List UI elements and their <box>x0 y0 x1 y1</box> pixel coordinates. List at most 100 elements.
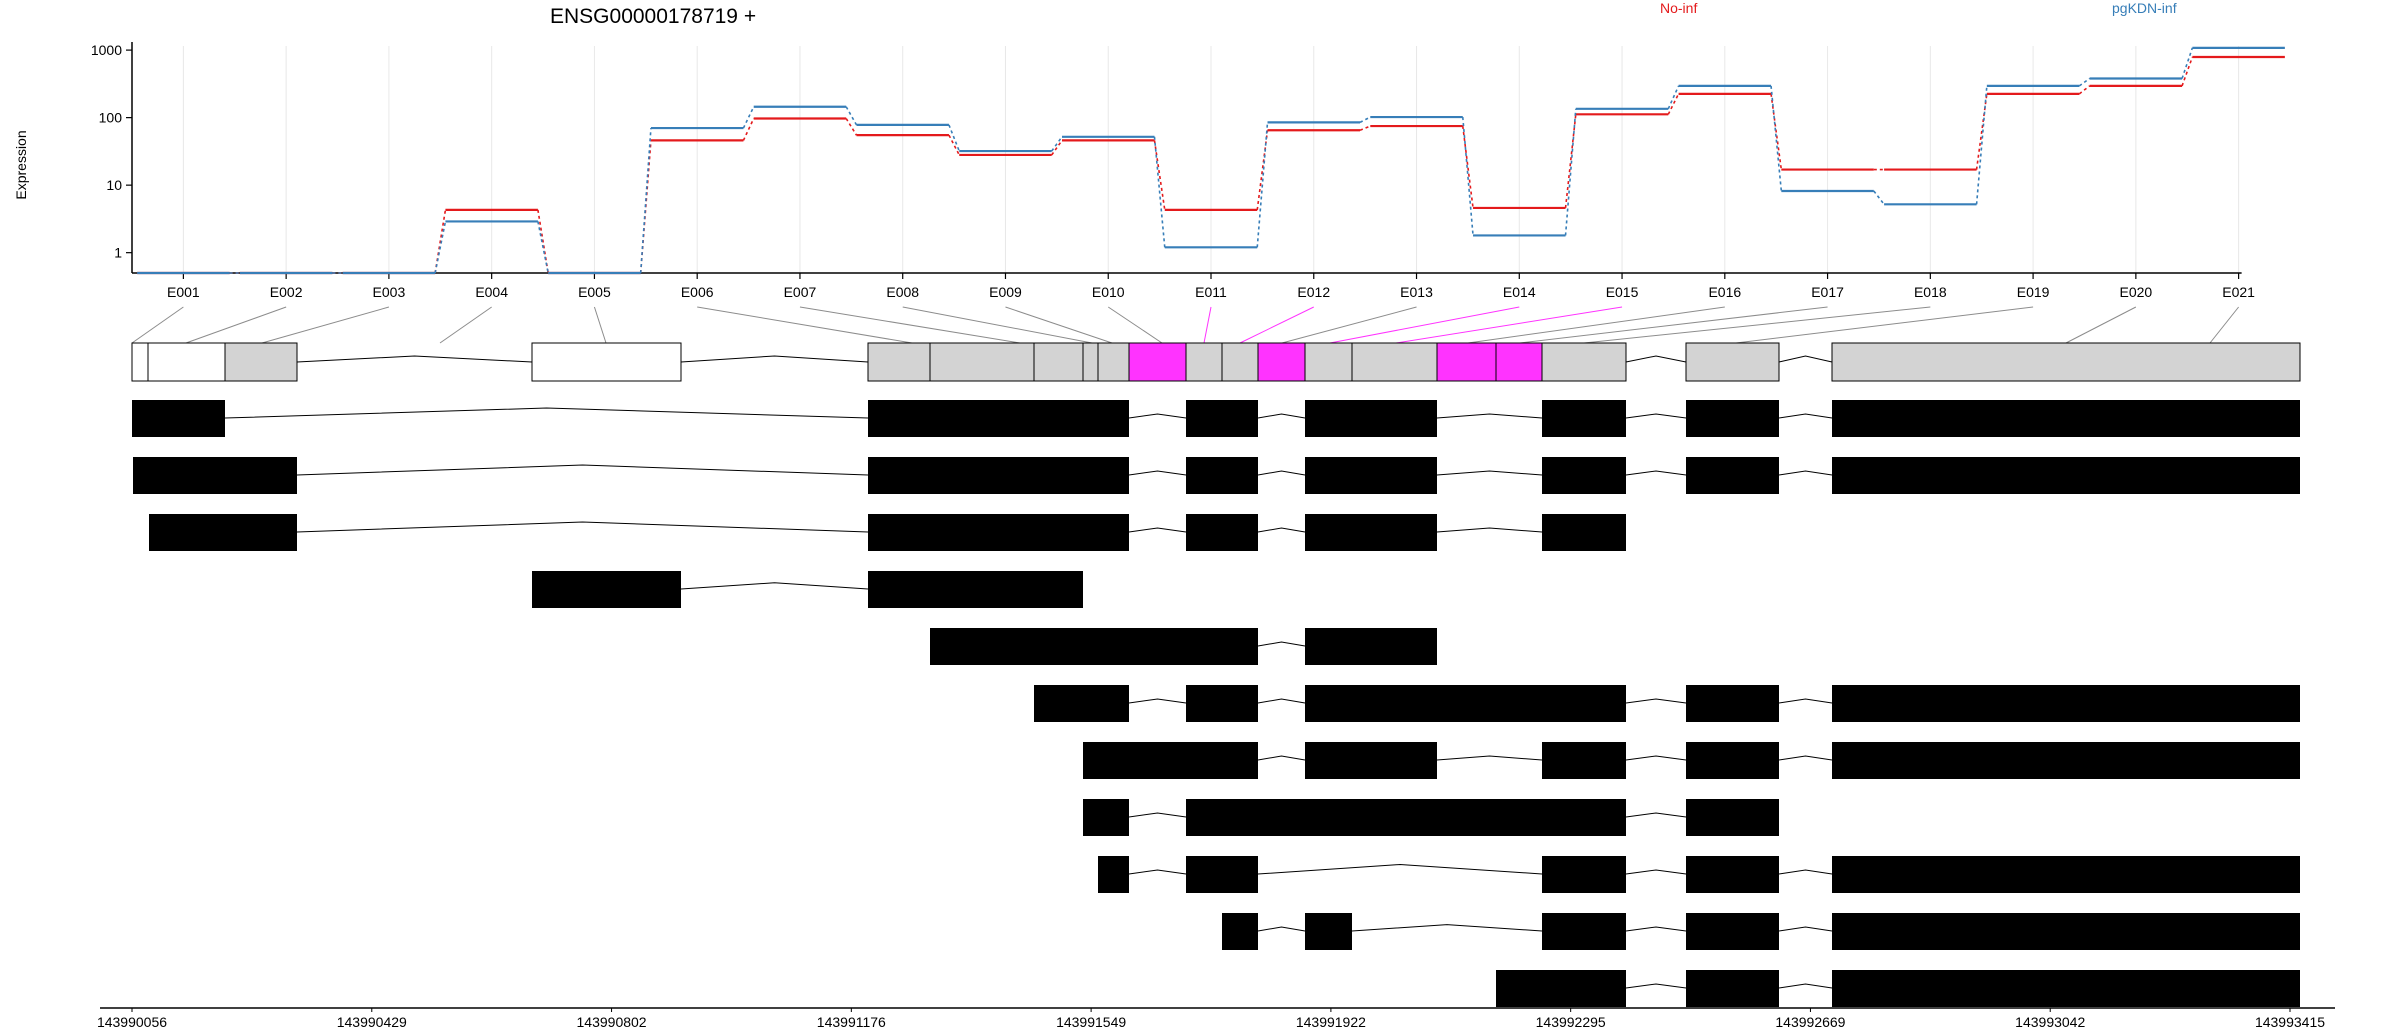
genomic-tick-label-9: 143993042 <box>2015 1014 2085 1030</box>
transcript-exon <box>149 514 297 551</box>
transcript-exon <box>1832 400 2300 437</box>
series-pgkdn-inf <box>137 46 2285 275</box>
transcript-exon <box>1305 742 1437 779</box>
x-tick-label-e011: E011 <box>1195 284 1227 300</box>
transcript-exon <box>1305 457 1437 494</box>
transcript-exon <box>1686 913 1779 950</box>
transcript-exon <box>1542 913 1626 950</box>
transcript-intron <box>1778 755 1833 761</box>
gene-exon-block-2 <box>147 342 226 382</box>
transcript-intron <box>1625 413 1687 419</box>
transcript-exon <box>1686 970 1779 1007</box>
series-link-no-inf-15 <box>1667 93 1680 115</box>
x-tick-label-e001: E001 <box>167 284 200 300</box>
x-tick-label-e007: E007 <box>784 284 817 300</box>
series-link-no-inf-11 <box>1256 130 1269 211</box>
transcript-intron <box>296 464 869 476</box>
legend-item-no-inf: No-inf <box>1660 0 1697 16</box>
transcript-8 <box>1083 799 1779 836</box>
gene-exon-block-4 <box>531 342 682 382</box>
series-link-no-inf-18 <box>1975 93 1988 170</box>
transcript-intron <box>680 582 869 590</box>
transcript-exon <box>868 514 1129 551</box>
gene-exon-block-20 <box>1831 342 2301 382</box>
transcript-intron <box>1128 527 1187 533</box>
transcript-intron <box>1257 926 1306 932</box>
transcript-intron <box>1778 983 1833 989</box>
transcript-exon <box>1496 970 1626 1007</box>
transcript-exon <box>1186 400 1258 437</box>
connector-e012 <box>1239 306 1314 344</box>
transcript-exon <box>1186 856 1258 893</box>
transcript-intron <box>1778 413 1833 419</box>
x-tick-label-e012: E012 <box>1297 284 1330 300</box>
connector-e015 <box>1395 306 1623 344</box>
gene-model <box>131 342 2301 382</box>
transcript-9 <box>1098 856 2300 893</box>
series-link-no-inf-13 <box>1461 125 1474 209</box>
x-tick-label-e010: E010 <box>1092 284 1125 300</box>
x-tick-label-e006: E006 <box>681 284 714 300</box>
y-tick-label-100: 100 <box>99 110 123 126</box>
transcripts <box>132 400 2300 1007</box>
transcript-exon <box>1305 913 1352 950</box>
transcript-exon <box>1686 685 1779 722</box>
transcript-exon <box>1186 685 1258 722</box>
transcript-exon <box>1542 400 1626 437</box>
transcript-intron <box>1778 698 1833 704</box>
transcript-intron <box>1436 755 1543 761</box>
gene-exon-block-5 <box>867 342 931 382</box>
transcript-exon <box>532 571 681 608</box>
series-link-pgkdn-inf-13 <box>1461 116 1474 236</box>
series-link-pgkdn-inf-9 <box>1051 136 1063 152</box>
exon-connectors <box>131 306 2240 344</box>
series-link-no-inf-20 <box>2181 56 2194 87</box>
genomic-tick-label-8: 143992669 <box>1775 1014 1845 1030</box>
transcript-exon <box>1542 742 1626 779</box>
genomic-tick-label-3: 143990802 <box>577 1014 647 1030</box>
transcript-exon <box>1186 799 1626 836</box>
gene-exon-block-1 <box>131 342 149 382</box>
expression-series <box>137 46 2285 275</box>
gene-exon-block-8 <box>1082 342 1099 382</box>
transcript-intron <box>1128 869 1187 875</box>
transcript-intron <box>1625 926 1687 932</box>
x-tick-label-e020: E020 <box>2120 284 2153 300</box>
series-link-pgkdn-inf-8 <box>948 124 960 152</box>
connector-e008 <box>902 306 1093 344</box>
x-tick-label-e005: E005 <box>578 284 611 300</box>
series-link-pgkdn-inf-17 <box>1873 190 1885 205</box>
transcript-intron <box>1778 926 1833 932</box>
series-link-pgkdn-inf-20 <box>2181 47 2194 79</box>
expression-axes: 1 10 100 1000 E001 E002 E003 E004 E005 E006 E007 E0… <box>91 42 2255 300</box>
transcript-intron <box>1257 864 1543 875</box>
transcript-4 <box>532 571 1083 608</box>
series-link-pgkdn-inf-5 <box>639 128 652 274</box>
gene-exon-block-3 <box>224 342 298 382</box>
series-link-no-inf-19 <box>2078 85 2091 95</box>
transcript-exon <box>1832 970 2300 1007</box>
transcript-exon <box>1832 913 2300 950</box>
transcript-exon <box>868 400 1129 437</box>
series-link-pgkdn-inf-10 <box>1153 136 1166 248</box>
transcript-exon <box>1686 799 1779 836</box>
transcript-intron <box>1436 527 1543 533</box>
x-tick-label-e008: E008 <box>886 284 919 300</box>
transcript-exon <box>1222 913 1258 950</box>
connector-e011 <box>1203 306 1212 344</box>
connector-e006 <box>697 306 913 344</box>
genomic-tick-label-5: 143991549 <box>1056 1014 1126 1030</box>
transcript-intron <box>1351 924 1543 932</box>
gene-exon-block-6 <box>929 342 1035 382</box>
connector-e014 <box>1329 306 1520 344</box>
gene-exon-block-17 <box>1495 342 1543 382</box>
transcript-exon <box>1832 457 2300 494</box>
genomic-axis: 143990056 143990429 143990802 143991176 1439… <box>97 1007 2335 1030</box>
transcript-exon <box>1034 685 1129 722</box>
x-tick-label-e021: E021 <box>2222 284 2255 300</box>
transcript-intron <box>224 407 869 419</box>
transcript-exon <box>132 400 225 437</box>
transcript-exon <box>1305 628 1437 665</box>
transcript-1 <box>132 400 2300 437</box>
x-tick-label-e003: E003 <box>373 284 406 300</box>
